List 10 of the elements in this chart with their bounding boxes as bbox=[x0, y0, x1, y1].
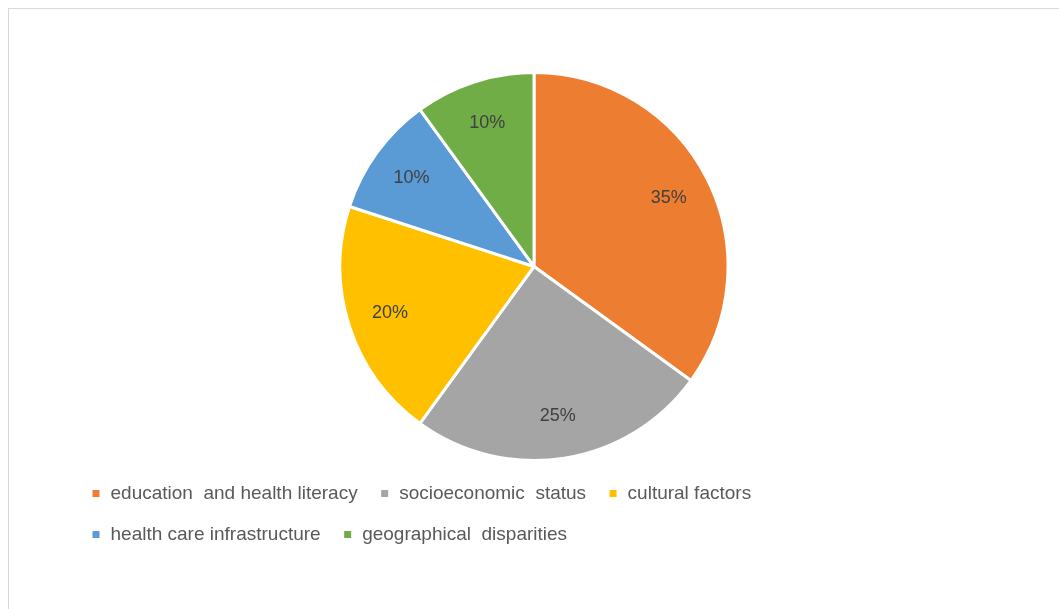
data-label: 10% bbox=[393, 166, 430, 187]
legend-label: socioeconomic status bbox=[399, 481, 587, 503]
data-label: 25% bbox=[539, 404, 576, 425]
legend-label: education and health literacy bbox=[110, 481, 359, 503]
data-label: 35% bbox=[650, 186, 687, 207]
data-label: 20% bbox=[372, 302, 409, 323]
legend-label: health care infrastructure bbox=[110, 522, 321, 544]
legend-label: cultural factors bbox=[627, 481, 752, 503]
data-label: 10% bbox=[469, 111, 506, 132]
legend-label: geographical disparities bbox=[362, 522, 568, 544]
